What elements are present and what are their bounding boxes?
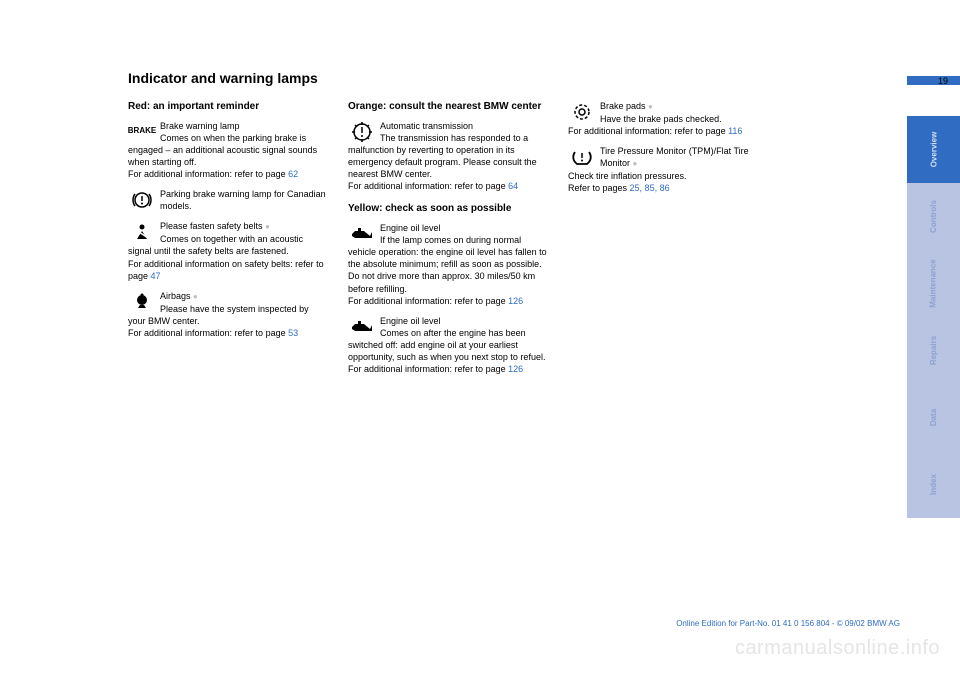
gear-exclaim-icon [348,120,376,144]
page-title: Indicator and warning lamps [128,70,878,86]
bullet-icon: ● [633,159,638,168]
entry-body: Comes on after the engine has been switc… [348,328,545,362]
bullet-icon: ● [648,102,653,111]
entry-brake-pads: Brake pads ● Have the brake pads checked… [568,100,768,137]
entry-lead: Brake warning lamp [160,121,240,131]
entry-extra: For additional information: refer to pag… [128,328,288,338]
oilcan-icon [348,315,376,339]
entry-lead: Airbags [160,291,193,301]
page-number: 19 [938,76,948,86]
seatbelt-icon [128,220,156,244]
entry-body: Have the brake pads checked. [600,114,722,124]
entry-oil-driving: Engine oil level If the lamp comes on du… [348,222,548,307]
subhead-yellow: Yellow: check as soon as possible [348,202,548,216]
entry-lead: Automatic transmission [380,121,473,131]
entry-extra: For additional information: refer to pag… [348,296,508,306]
entry-body: Comes on when the parking brake is engag… [128,133,317,167]
page-ref[interactable]: 47 [151,271,161,281]
entry-brake-warning: BRAKE Brake warning lamp Comes on when t… [128,120,328,181]
oilcan-icon [348,222,376,246]
page-ref[interactable]: 126 [508,364,523,374]
entry-lead: Please fasten safety belts [160,221,265,231]
side-tabs: Overview Controls Maintenance Repairs Da… [907,116,960,518]
subhead-orange: Orange: consult the nearest BMW center [348,100,548,114]
bullet-icon: ● [265,222,270,231]
entry-body: Check tire inflation pressures. [568,171,687,181]
page-ref[interactable]: 62 [288,169,298,179]
column-third: Brake pads ● Have the brake pads checked… [568,100,768,384]
entry-lead: Engine oil level [380,316,441,326]
online-edition-note: Online Edition for Part-No. 01 41 0 156 … [676,619,900,628]
brake-text-icon: BRAKE [128,120,156,144]
tab-maintenance[interactable]: Maintenance [907,250,960,317]
entry-auto-transmission: Automatic transmission The transmission … [348,120,548,193]
watermark: carmanualsonline.info [735,637,940,660]
entry-extra: For additional information: refer to pag… [128,169,288,179]
entry-body: If the lamp comes on during normal vehic… [348,235,547,294]
column-orange-yellow: Orange: consult the nearest BMW center A… [348,100,548,384]
brake-pads-icon [568,100,596,124]
airbag-icon [128,290,156,314]
entry-extra: For additional information: refer to pag… [568,126,728,136]
page-ref[interactable]: 116 [728,126,742,136]
entry-extra: For additional information: refer to pag… [348,181,508,191]
content-columns: Red: an important reminder BRAKE Brake w… [128,100,878,384]
entry-lead: Tire Pressure Monitor (TPM)/Flat Tire Mo… [600,146,749,168]
bullet-icon: ● [193,292,198,301]
entry-extra: For additional information: refer to pag… [348,364,508,374]
page-ref[interactable]: 64 [508,181,518,191]
entry-body: The transmission has responded to a malf… [348,133,537,179]
column-red: Red: an important reminder BRAKE Brake w… [128,100,328,384]
tpm-icon [568,145,596,169]
page-ref[interactable]: 126 [508,296,523,306]
entry-lead: Brake pads [600,101,648,111]
entry-lead: Parking brake warning lamp for Canadian … [160,189,326,211]
entry-extra: Refer to pages [568,183,630,193]
entry-lead: Engine oil level [380,223,441,233]
entry-parking-brake-ca: Parking brake warning lamp for Canadian … [128,188,328,212]
tab-index[interactable]: Index [907,451,960,518]
page-ref[interactable]: 53 [288,328,298,338]
subhead-red: Red: an important reminder [128,100,328,114]
circle-exclaim-icon [128,188,156,212]
page-ref[interactable]: 25, 85, 86 [630,183,670,193]
tab-overview[interactable]: Overview [907,116,960,183]
tab-controls[interactable]: Controls [907,183,960,250]
page-content: Indicator and warning lamps Red: an impo… [128,70,878,384]
entry-oil-stopped: Engine oil level Comes on after the engi… [348,315,548,376]
entry-safety-belts: Please fasten safety belts ● Comes on to… [128,220,328,281]
tab-repairs[interactable]: Repairs [907,317,960,384]
tab-data[interactable]: Data [907,384,960,451]
entry-airbags: Airbags ● Please have the system inspect… [128,290,328,339]
entry-tpm: Tire Pressure Monitor (TPM)/Flat Tire Mo… [568,145,768,194]
page-accent-bar [907,76,960,85]
